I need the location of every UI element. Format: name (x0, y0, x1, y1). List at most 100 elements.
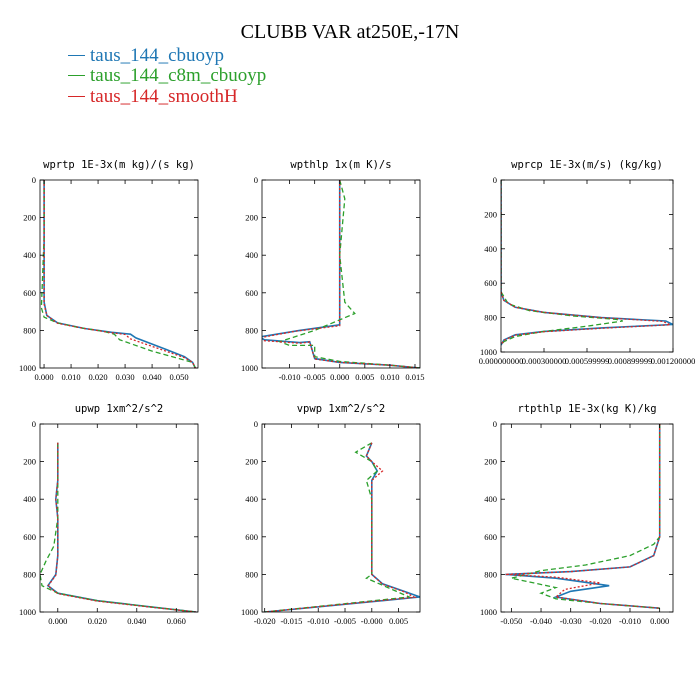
y-tick-label: 400 (23, 494, 36, 504)
y-tick-label: 600 (23, 532, 36, 542)
y-tick-label: 400 (245, 494, 258, 504)
y-tick-label: 400 (245, 250, 258, 260)
x-tick-label: 0.040 (143, 372, 162, 382)
series-line-taus-144-smoothh (264, 442, 417, 612)
x-tick-label: -0.020 (589, 616, 611, 626)
series-line-taus-144-smoothh (46, 442, 197, 612)
panel-title: wpthlp 1x(m K)/s (290, 159, 391, 171)
series-line-taus-144-c8m-cbuoyp (511, 424, 661, 609)
y-tick-label: 0 (32, 419, 36, 429)
panel-5: vpwp 1xm^2/s^2 0 200 400 600 800 1000-0.020 -0.… (241, 403, 421, 626)
y-tick-label: 0 (32, 175, 36, 185)
x-tick-label: 0.000 (34, 372, 53, 382)
x-tick-label: 0.015 (405, 372, 424, 382)
series-line-taus-144-cbuoyp (43, 180, 197, 368)
series-line-taus-144-cbuoyp (501, 180, 673, 346)
x-tick-label: -0.010 (619, 616, 641, 626)
x-tick-label: 0.000300000 (522, 356, 567, 366)
x-tick-label: 0.060 (167, 616, 186, 626)
series-line-taus-144-smoothh (262, 180, 420, 368)
legend-swatch-smoothh (68, 95, 85, 97)
panel-title: vpwp 1xm^2/s^2 (297, 403, 386, 415)
plot-frame (261, 179, 421, 369)
y-tick-label: 800 (23, 325, 36, 335)
x-tick-label: 0.000 (330, 372, 349, 382)
x-tick-label: -0.005 (334, 616, 356, 626)
x-tick-label: 0.000599999 (565, 356, 610, 366)
plot-frame (500, 423, 674, 613)
x-tick-label: 0.030 (116, 372, 135, 382)
y-tick-label: 800 (245, 569, 258, 579)
y-tick-label: 600 (484, 278, 497, 288)
x-tick-label: 0.000 (650, 616, 669, 626)
x-tick-label: -0.030 (560, 616, 582, 626)
y-tick-label: 1000 (19, 363, 36, 373)
y-tick-label: 200 (484, 209, 497, 219)
x-tick-label: 0.050 (170, 372, 189, 382)
y-tick-label: 600 (245, 532, 258, 542)
y-tick-label: 1000 (19, 607, 36, 617)
x-tick-label: 0.005 (355, 372, 374, 382)
y-tick-label: 400 (484, 244, 497, 254)
x-tick-label: 0.020 (89, 372, 108, 382)
y-tick-label: 800 (23, 569, 36, 579)
plot-frame (39, 423, 199, 613)
y-tick-label: 800 (484, 569, 497, 579)
y-tick-label: 1000 (241, 607, 258, 617)
x-tick-label: -0.015 (280, 616, 302, 626)
y-tick-label: 0 (254, 175, 258, 185)
x-tick-label: 0.020 (88, 616, 107, 626)
x-tick-label: 0.000 (48, 616, 67, 626)
panel-title: rtpthlp 1E-3x(kg K)/kg (517, 403, 656, 415)
x-tick-label: 0.000000000 (479, 356, 524, 366)
legend-entry-c8m-cbuoyp: taus_144_c8m_cbuoyp (68, 66, 266, 86)
panel-title: wprcp 1E-3x(m/s) (kg/kg) (511, 159, 663, 171)
legend-label-cbuoyp: taus_144_cbuoyp (90, 45, 225, 66)
panel-6: rtpthlp 1E-3x(kg K)/kg02004006008001000-… (480, 403, 674, 626)
series-line-taus-144-cbuoyp (264, 442, 420, 612)
panel-1: wprtp 1E-3x(m kg)/(s kg) 0 200 400 600 800 100… (19, 159, 199, 382)
y-tick-label: 400 (23, 250, 36, 260)
y-tick-label: 1000 (480, 347, 497, 357)
y-tick-label: 600 (23, 288, 36, 298)
x-tick-label: -0.000 (361, 616, 383, 626)
y-tick-label: 200 (23, 213, 36, 223)
y-tick-label: 1000 (480, 607, 497, 617)
x-tick-label: -0.010 (279, 372, 301, 382)
x-tick-label: 0.005 (389, 616, 408, 626)
y-tick-label: 200 (245, 457, 258, 467)
series-line-taus-144-smoothh (501, 180, 671, 346)
series-line-taus-144-c8m-cbuoyp (40, 180, 196, 368)
x-tick-label: 0.010 (380, 372, 399, 382)
figure-title: CLUBB VAR at250E,-17N (240, 21, 460, 43)
y-tick-label: 200 (23, 457, 36, 467)
x-tick-label: -0.040 (530, 616, 552, 626)
y-tick-label: 600 (484, 532, 497, 542)
legend-entry-cbuoyp: taus_144_cbuoyp (68, 46, 224, 66)
legend-entry-smoothh: taus_144_smoothH (68, 87, 238, 107)
y-tick-label: 0 (493, 175, 497, 185)
y-tick-label: 600 (245, 288, 258, 298)
panel-title: wprtp 1E-3x(m kg)/(s kg) (43, 159, 195, 171)
y-tick-label: 800 (245, 325, 258, 335)
series-line-taus-144-smoothh (505, 424, 661, 609)
panel-4: upwp 1xm^2/s^2 0 200 400 600 800 1000 0.000 0.02… (19, 403, 199, 626)
plot-frame (261, 423, 421, 613)
y-tick-label: 0 (493, 419, 497, 429)
series-line-taus-144-c8m-cbuoyp (40, 442, 197, 612)
x-tick-label: 0.010 (61, 372, 80, 382)
y-tick-label: 200 (484, 457, 497, 467)
legend-swatch-c8m-cbuoyp (68, 74, 85, 76)
y-tick-label: 800 (484, 313, 497, 323)
y-tick-label: 0 (254, 419, 258, 429)
x-tick-label: -0.010 (307, 616, 329, 626)
series-line-taus-144-smoothh (43, 180, 196, 368)
series-line-taus-144-c8m-cbuoyp (277, 180, 420, 368)
series-line-taus-144-c8m-cbuoyp (501, 180, 623, 346)
series-line-taus-144-cbuoyp (46, 442, 197, 612)
y-tick-label: 200 (245, 213, 258, 223)
x-tick-label: 0.000899999 (608, 356, 653, 366)
legend-label-c8m-cbuoyp: taus_144_c8m_cbuoyp (90, 65, 267, 86)
legend-swatch-cbuoyp (68, 54, 85, 56)
